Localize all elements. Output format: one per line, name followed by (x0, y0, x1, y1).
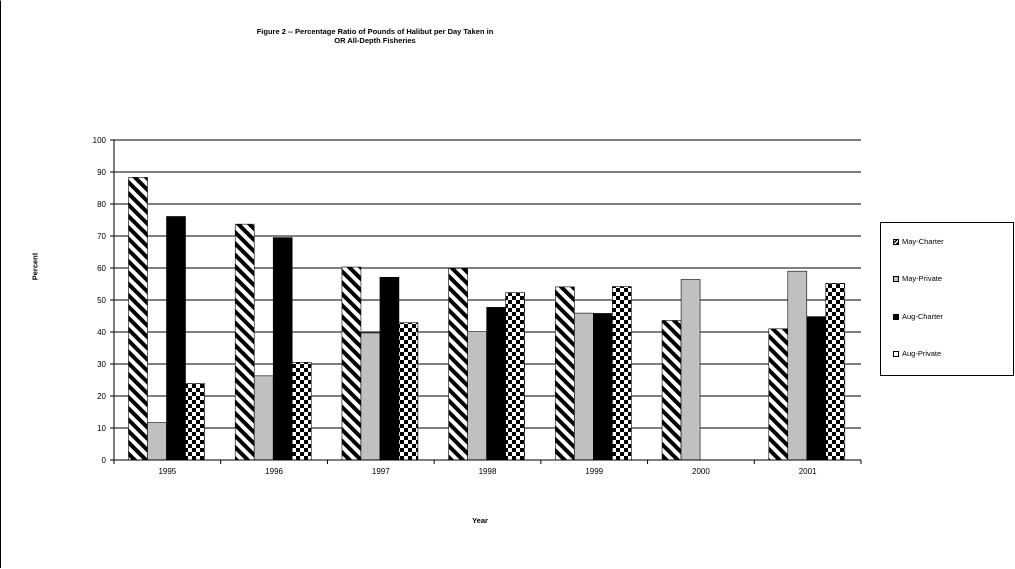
legend-swatch (893, 350, 899, 357)
bar-aug-private-1995 (185, 383, 205, 461)
legend-item-may-charter: May-Charter (893, 237, 944, 246)
bar-may-charter-1995 (128, 177, 148, 461)
bar-may-private-1997 (360, 332, 381, 461)
y-tick-label: 40 (97, 328, 106, 337)
y-tick-label: 80 (97, 200, 106, 209)
legend-swatch (893, 275, 899, 282)
y-tick-label: 50 (97, 296, 106, 305)
bar-aug-charter-1999 (593, 313, 613, 461)
legend-item-aug-charter: Aug-Charter (893, 312, 943, 321)
legend-item-may-private: May-Private (893, 274, 942, 283)
x-tick-label: 1999 (585, 467, 603, 476)
bar-may-charter-1996 (234, 223, 255, 461)
axes: 0 10 20 30 40 50 60 70 80 90 100 1995 1996 1997 1998 19… (93, 136, 862, 476)
bar-aug-charter-1998 (486, 307, 506, 461)
y-tick-label: 20 (97, 392, 106, 401)
bar-may-private-1995 (147, 422, 167, 461)
bar-may-charter-1998 (448, 268, 468, 461)
x-tick-label: 1997 (372, 467, 390, 476)
legend: May-Charter May-Private Aug-Charter Aug-Pri… (880, 222, 1014, 376)
bar-may-private-1999 (574, 312, 594, 461)
x-tick-label: 2000 (692, 467, 710, 476)
legend-label: Aug-Private (902, 349, 942, 358)
bar-aug-charter-1997 (379, 276, 400, 461)
chart-title: Figure 2 -- Percentage Ratio of Pounds o… (150, 27, 600, 45)
y-tick-label: 0 (102, 456, 107, 465)
bar-may-charter-2001 (768, 328, 789, 461)
bar-may-private-1998 (467, 331, 487, 461)
bar-may-charter-1997 (341, 266, 362, 461)
y-tick-label: 10 (97, 424, 106, 433)
bar-may-private-2000 (680, 279, 701, 461)
bar-aug-charter-1995 (166, 216, 186, 461)
y-tick-label: 90 (97, 168, 106, 177)
bar-aug-private-1997 (398, 322, 419, 461)
legend-item-aug-private: Aug-Private (893, 349, 941, 358)
x-tick-label: 1998 (479, 467, 497, 476)
legend-swatch (893, 313, 899, 320)
bar-aug-charter-2001 (806, 316, 827, 461)
legend-label: Aug-Charter (902, 312, 943, 321)
x-tick-label: 1995 (158, 467, 176, 476)
x-tick-label: 2001 (799, 467, 817, 476)
y-tick-label: 70 (97, 232, 106, 241)
legend-label: May-Charter (902, 237, 944, 246)
chart-title-line1: Figure 2 -- Percentage Ratio of Pounds o… (256, 27, 494, 36)
chart-title-line2: OR All-Depth Fisheries (334, 36, 416, 45)
y-tick-label: 60 (97, 264, 106, 273)
x-tick-label: 1996 (265, 467, 283, 476)
bar-may-private-2001 (787, 270, 808, 461)
bar-aug-private-1999 (612, 286, 632, 461)
bar-may-charter-1999 (555, 286, 575, 461)
bars (128, 177, 846, 461)
bar-aug-private-2001 (825, 283, 846, 461)
bar-aug-private-1998 (505, 292, 525, 461)
y-tick-label: 100 (93, 136, 107, 145)
y-tick-label: 30 (97, 360, 106, 369)
bar-aug-charter-1996 (272, 237, 293, 461)
bar-aug-private-1996 (291, 362, 312, 461)
bar-may-charter-2000 (661, 320, 682, 461)
bar-may-private-1996 (253, 375, 274, 461)
legend-label: May-Private (902, 274, 943, 283)
legend-swatch (893, 238, 899, 245)
x-axis-label: Year (472, 516, 488, 525)
